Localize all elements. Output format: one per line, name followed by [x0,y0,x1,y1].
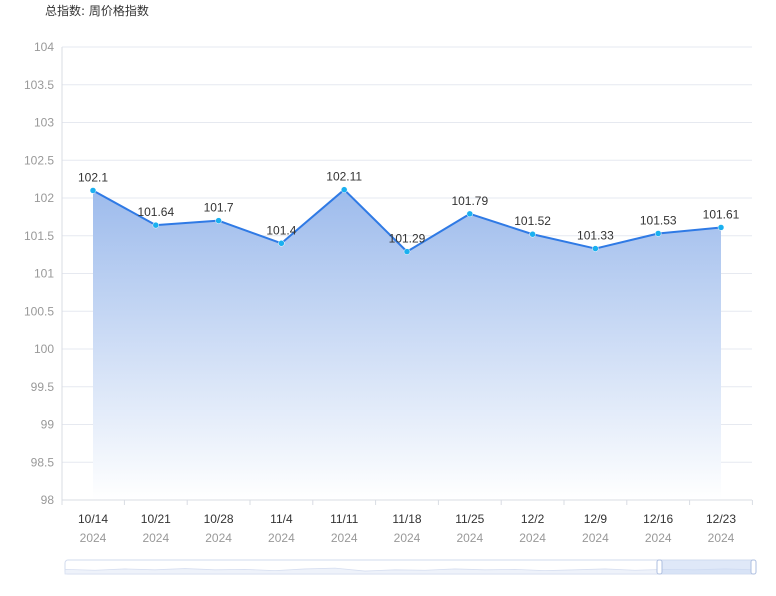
data-point[interactable] [717,224,725,231]
x-tick-label: 11/18 [392,512,421,526]
x-tick-year: 2024 [645,531,672,545]
y-tick-label: 99 [41,418,55,432]
data-label: 101.52 [514,214,551,228]
zoom-selected-range[interactable] [660,560,755,574]
x-tick-label: 10/21 [141,512,171,526]
x-tick-label: 10/14 [78,512,108,526]
data-point[interactable] [215,217,222,224]
data-labels: 102.1 101.64 101.7 101.4 102.11 101.29 101.79 1… [78,170,740,246]
data-label: 101.7 [204,201,234,215]
y-tick-label: 98 [41,493,55,507]
y-tick-label: 98.5 [31,455,55,469]
x-tick-year: 2024 [582,531,609,545]
data-label: 101.29 [389,232,426,246]
zoom-handle-left[interactable] [656,559,663,575]
data-points [89,186,725,255]
data-point[interactable] [592,245,599,252]
data-label: 101.53 [640,213,677,227]
y-tick-label: 103 [34,116,54,130]
chart-title: 总指数: 周价格指数 [45,4,149,18]
y-axis: 98 98.5 99 99.5 100 100.5 101 101.5 102 102.5 103 1… [24,40,63,507]
x-tick-year: 2024 [142,531,169,545]
x-tick-year: 2024 [708,531,735,545]
y-tick-label: 101 [34,267,54,281]
x-tick-label: 10/28 [204,512,234,526]
data-point[interactable] [466,210,474,218]
y-tick-label: 102.5 [24,153,54,167]
data-label: 101.64 [137,205,174,219]
data-label: 102.1 [78,170,108,184]
x-axis: 10/14 2024 10/21 2024 10/28 2024 11/4 2024 11/11… [61,499,753,545]
y-tick-label: 99.5 [31,380,55,394]
x-tick-year: 2024 [80,531,107,545]
x-tick-label: 11/11 [330,512,359,526]
x-tick-year: 2024 [331,531,358,545]
x-tick-year: 2024 [205,531,232,545]
y-tick-label: 103.5 [24,78,54,92]
area-fill [93,189,721,500]
data-point[interactable] [654,230,662,237]
x-tick-year: 2024 [456,531,483,545]
data-label: 102.11 [326,170,362,184]
data-label: 101.4 [266,223,296,237]
data-point[interactable] [403,248,411,255]
data-point[interactable] [152,221,160,229]
data-point[interactable] [340,186,348,193]
y-tick-label: 102 [34,191,54,205]
x-tick-label: 12/16 [643,512,673,526]
y-tick-label: 101.5 [24,229,54,243]
x-tick-label: 12/2 [521,512,545,526]
y-tick-label: 100 [34,342,54,356]
x-tick-year: 2024 [519,531,546,545]
x-tick-label: 11/25 [455,512,484,526]
y-tick-label: 100.5 [24,304,54,318]
x-tick-label: 11/4 [270,512,293,526]
x-tick-label: 12/9 [584,512,608,526]
data-point[interactable] [278,240,285,247]
data-point[interactable] [529,230,536,238]
y-tick-label: 104 [34,40,54,54]
data-label: 101.61 [703,207,740,221]
x-tick-year: 2024 [268,531,295,545]
x-tick-year: 2024 [394,531,421,545]
data-zoom-slider[interactable] [64,559,757,575]
zoom-handle-right[interactable] [750,559,757,575]
data-label: 101.79 [451,194,488,208]
x-tick-label: 12/23 [706,512,736,526]
data-point[interactable] [89,187,97,194]
area-path [93,189,721,500]
data-label: 101.33 [577,229,614,243]
